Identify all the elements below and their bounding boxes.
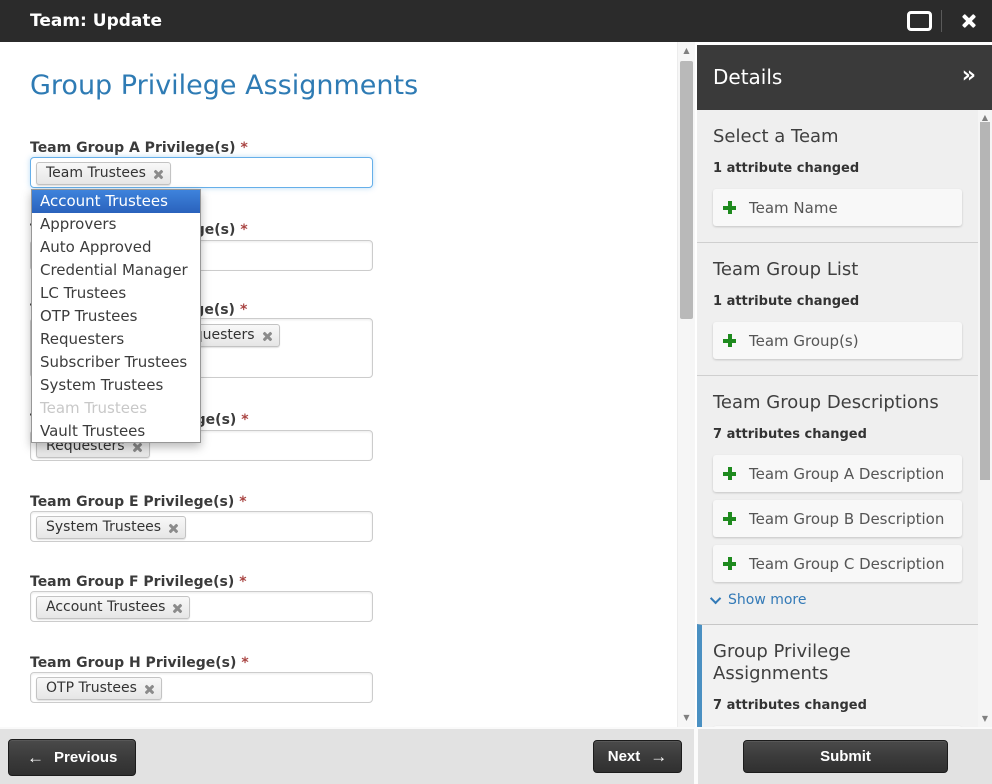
section-team-group-list: Team Group List 1 attribute changed Team… [697, 242, 992, 375]
field-h-input[interactable]: OTP Trustees [30, 672, 373, 703]
change-item-label: Team Group A Description [749, 464, 945, 483]
dropdown-option-credential-manager[interactable]: Credential Manager [40, 261, 188, 279]
details-title: Details [713, 65, 783, 89]
submit-button[interactable]: Submit [743, 740, 948, 773]
plus-icon [723, 512, 736, 525]
change-item-group-b-description[interactable]: Team Group B Description [713, 500, 962, 537]
section-title: Team Group Descriptions [713, 392, 939, 413]
required-asterisk: * [239, 574, 247, 590]
details-body: Select a Team 1 attribute changed Team N… [697, 110, 992, 727]
change-item-group-a-privileges[interactable]: Team Group A Privilege(s) [713, 726, 962, 727]
dropdown-option-requesters[interactable]: Requesters [40, 330, 125, 348]
section-group-privilege-assignments: Group Privilege Assignments 7 attributes… [697, 624, 992, 727]
required-asterisk: * [241, 655, 249, 671]
field-a-label: Team Group A Privilege(s) * [30, 140, 248, 156]
page-title: Group Privilege Assignments [30, 70, 419, 101]
details-sidebar: Details » Select a Team 1 attribute chan… [697, 42, 992, 727]
details-header: Details » [697, 45, 992, 110]
field-h-label: Team Group H Privilege(s) * [30, 655, 249, 671]
attributes-changed: 1 attribute changed [713, 294, 860, 309]
tag-remove-icon[interactable] [132, 442, 143, 453]
dropdown-option-approvers[interactable]: Approvers [40, 215, 117, 233]
dropdown-option-otp-trustees[interactable]: OTP Trustees [40, 307, 138, 325]
attributes-changed: 1 attribute changed [713, 161, 860, 176]
dropdown-option-auto-approved[interactable]: Auto Approved [40, 238, 152, 256]
sidebar-scrollbar[interactable]: ▲ ▼ [978, 110, 992, 727]
tag-system-trustees: System Trustees [36, 516, 187, 539]
tag-remove-icon[interactable] [144, 684, 155, 695]
change-item-team-groups[interactable]: Team Group(s) [713, 322, 962, 359]
show-more-link[interactable]: Show more [709, 592, 962, 608]
main-scrollbar-thumb[interactable] [680, 61, 693, 319]
tag-otp-trustees: OTP Trustees [36, 677, 162, 700]
plus-icon [723, 467, 736, 480]
section-select-a-team: Select a Team 1 attribute changed Team N… [697, 110, 992, 242]
dropdown-option-vault-trustees[interactable]: Vault Trustees [40, 422, 146, 440]
field-a-input[interactable]: Team Trustees [30, 157, 373, 188]
change-item-label: Team Group B Description [749, 509, 945, 528]
change-item-label: Team Group A Privilege(s) [749, 727, 934, 728]
required-asterisk: * [240, 222, 248, 238]
form-panel: Group Privilege Assignments Team Group A… [0, 42, 677, 727]
section-title: Group Privilege Assignments [713, 641, 851, 684]
footer-bar: ← Previous Next → Submit [0, 727, 992, 784]
tag-remove-icon[interactable] [262, 331, 273, 342]
scroll-up-icon[interactable]: ▲ [981, 113, 989, 122]
attributes-changed: 7 attributes changed [713, 698, 867, 713]
field-e-label: Team Group E Privilege(s) * [30, 494, 247, 510]
footer-divider [694, 729, 698, 784]
dropdown-option-system-trustees[interactable]: System Trustees [40, 376, 164, 394]
arrow-left-icon: ← [27, 747, 44, 767]
tag-remove-icon[interactable] [172, 603, 183, 614]
dropdown-option-account-trustees[interactable]: Account Trustees [32, 190, 200, 213]
titlebar: Team: Update [0, 0, 992, 42]
scroll-down-icon[interactable]: ▼ [981, 714, 989, 723]
field-f-input[interactable]: Account Trustees [30, 591, 373, 622]
required-asterisk: * [239, 302, 248, 318]
chevron-down-icon [709, 592, 722, 605]
tag-team-trustees: Team Trustees [36, 162, 171, 185]
tag-remove-icon[interactable] [153, 169, 164, 180]
dialog-title: Team: Update [30, 11, 163, 31]
dropdown-option-team-trustees: Team Trustees [40, 399, 148, 417]
attributes-changed: 7 attributes changed [713, 427, 867, 442]
arrow-right-icon: → [650, 746, 668, 766]
change-item-label: Team Group C Description [749, 554, 945, 573]
change-item-label: Team Group(s) [749, 331, 859, 350]
privilege-dropdown: Account Trustees Approvers Auto Approved… [31, 189, 201, 443]
dropdown-option-lc-trustees[interactable]: LC Trustees [40, 284, 127, 302]
field-e-input[interactable]: System Trustees [30, 511, 373, 542]
section-team-group-descriptions: Team Group Descriptions 7 attributes cha… [697, 375, 992, 624]
change-item-group-c-description[interactable]: Team Group C Description [713, 545, 962, 582]
field-f-label: Team Group F Privilege(s) * [30, 574, 247, 590]
plus-icon [723, 557, 736, 570]
maximize-icon[interactable] [907, 11, 932, 31]
collapse-icon[interactable]: » [961, 63, 976, 88]
section-title: Select a Team [713, 126, 839, 147]
previous-button[interactable]: ← Previous [8, 739, 137, 776]
plus-icon [723, 201, 736, 214]
main-scrollbar[interactable]: ▲ ▼ [677, 42, 695, 727]
required-asterisk: * [240, 140, 248, 156]
change-item-group-a-description[interactable]: Team Group A Description [713, 455, 962, 492]
tag-account-trustees: Account Trustees [36, 596, 191, 619]
change-item-team-name[interactable]: Team Name [713, 189, 962, 226]
change-item-label: Team Name [749, 198, 838, 217]
section-title: Team Group List [713, 259, 859, 280]
required-asterisk: * [241, 412, 249, 428]
required-asterisk: * [239, 494, 247, 510]
plus-icon [723, 334, 736, 347]
dropdown-option-subscriber-trustees[interactable]: Subscriber Trustees [40, 353, 188, 371]
titlebar-divider [941, 10, 942, 32]
next-button[interactable]: Next → [593, 740, 682, 773]
tag-remove-icon[interactable] [168, 523, 179, 534]
sidebar-scrollbar-thumb[interactable] [980, 122, 990, 480]
scroll-up-icon[interactable]: ▲ [683, 46, 690, 55]
close-icon[interactable] [960, 12, 978, 30]
scroll-down-icon[interactable]: ▼ [683, 713, 690, 722]
